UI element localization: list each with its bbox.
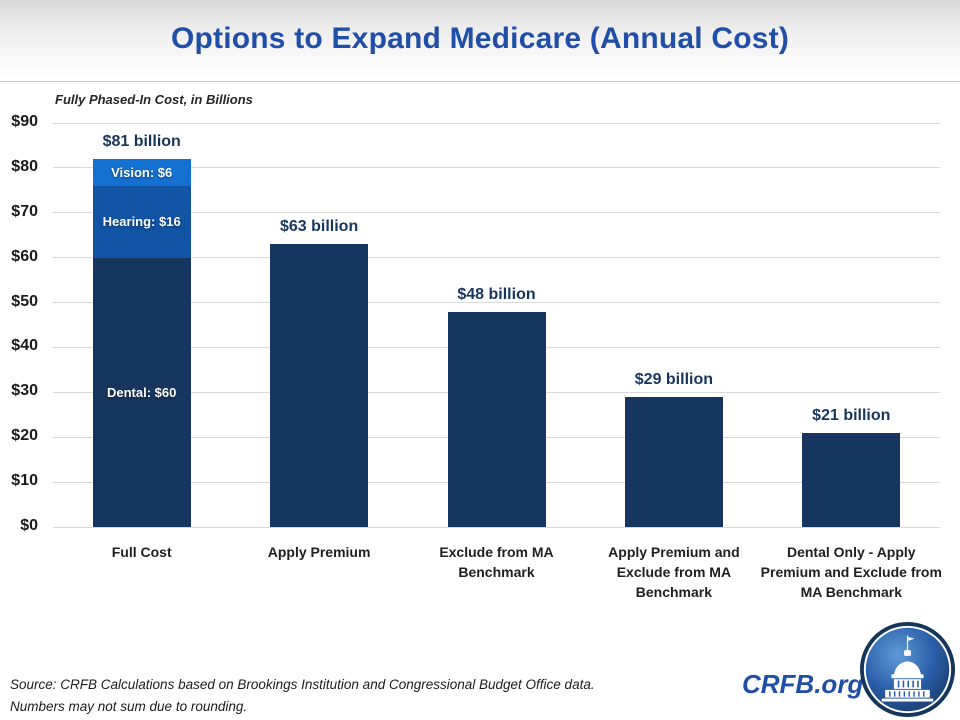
- y-axis-tick-label: $60: [11, 247, 38, 265]
- bar-segment-total: [270, 244, 369, 527]
- y-axis-tick-label: $30: [11, 382, 38, 400]
- bar-segment-total: [802, 432, 901, 527]
- gridline: [53, 122, 940, 124]
- chart-title: Options to Expand Medicare (Annual Cost): [170, 21, 790, 55]
- y-axis-tick-label: $90: [11, 113, 38, 130]
- x-axis-category-label: Dental Only - Apply Premium and Exclude …: [760, 544, 942, 600]
- bar-segment-total: [624, 396, 723, 527]
- gridline: [53, 302, 940, 304]
- y-axis-tick-label: $10: [11, 472, 38, 490]
- x-axis-category-label: Full Cost: [111, 544, 172, 560]
- bar-segment-hearing: Hearing: $16: [92, 185, 191, 258]
- gridline: [53, 526, 940, 528]
- bar-segment-dental: Dental: $60: [92, 257, 191, 527]
- gridline: [53, 167, 940, 169]
- header: Options to Expand Medicare (Annual Cost): [0, 0, 960, 82]
- bar-segment-total: [447, 311, 546, 527]
- y-axis-tick-label: $20: [11, 427, 38, 445]
- source-note-line2: Numbers may not sum due to rounding.: [10, 699, 248, 714]
- y-axis-tick-label: $80: [11, 157, 38, 175]
- x-axis-category-label: Apply Premium and Exclude from MA Benchm…: [608, 544, 740, 600]
- source-note: Source: CRFB Calculations based on Brook…: [10, 674, 595, 718]
- bar-value-label: $81 billion: [102, 132, 181, 150]
- segment-label: Dental: $60: [107, 384, 177, 400]
- x-axis-category-label: Exclude from MA Benchmark: [439, 544, 554, 580]
- y-axis-tick-label: $40: [11, 337, 38, 355]
- bar-value-label: $48 billion: [457, 285, 536, 303]
- chart-subtitle: Fully Phased-In Cost, in Billions: [55, 92, 253, 107]
- brand-link[interactable]: CRFB.org: [742, 669, 864, 699]
- segment-label: Vision: $6: [111, 164, 173, 180]
- segment-label: Hearing: $16: [102, 214, 181, 230]
- bar-segment-vision: Vision: $6: [92, 158, 191, 186]
- bar-value-label: $21 billion: [812, 406, 891, 424]
- y-axis-tick-label: $50: [11, 292, 38, 310]
- x-axis-category-label: Apply Premium: [267, 544, 371, 560]
- y-axis-tick-label: $70: [11, 202, 38, 220]
- capitol-dome-icon: [859, 621, 956, 718]
- bar-value-label: $63 billion: [279, 218, 359, 236]
- bar-value-label: $29 billion: [634, 370, 714, 388]
- source-note-line1: Source: CRFB Calculations based on Brook…: [10, 677, 595, 692]
- y-axis-tick-label: $0: [20, 517, 38, 534]
- gridline: [53, 257, 940, 259]
- gridline: [53, 212, 940, 214]
